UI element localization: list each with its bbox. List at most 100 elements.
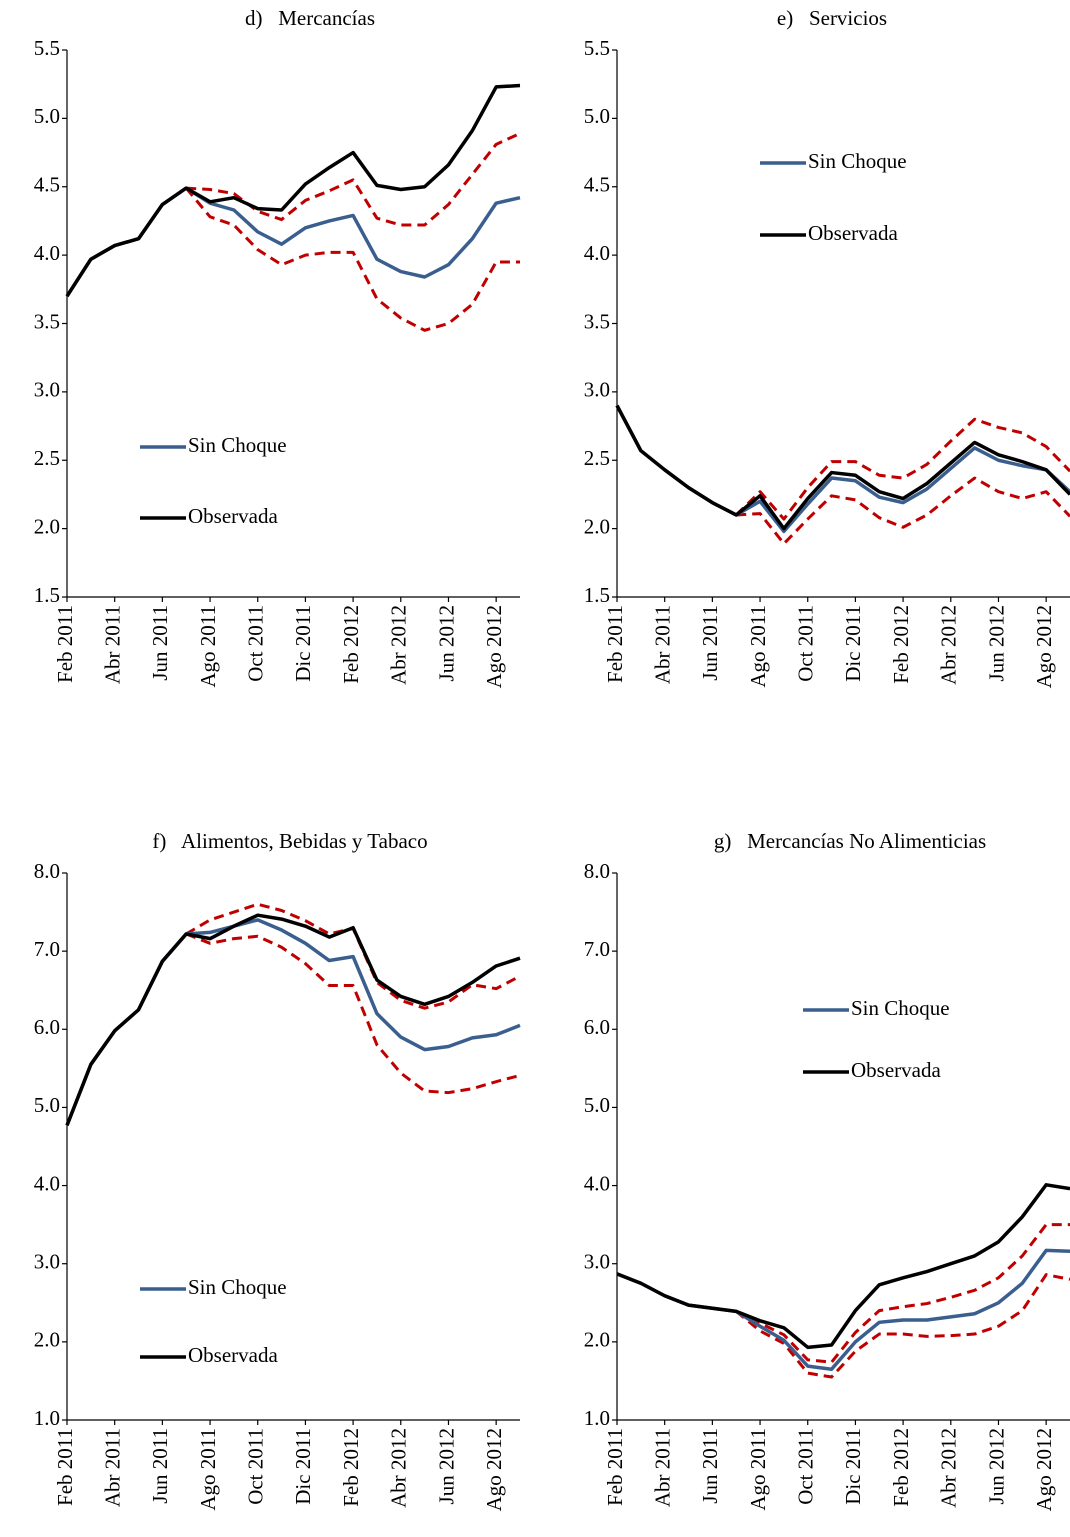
- x-tick-label: Feb 2012: [339, 1428, 363, 1507]
- chart-title: e) Servicios: [777, 6, 887, 30]
- band-line: [735, 1273, 1070, 1379]
- series-line: [616, 1248, 1070, 1371]
- legend-label: Observada: [808, 221, 898, 245]
- y-tick-label: 1.0: [34, 1406, 60, 1430]
- x-tick-label: Jun 2011: [698, 605, 722, 681]
- band-line: [735, 417, 1070, 521]
- x-tick-label: Dic 2011: [291, 1428, 315, 1505]
- series-line: [615, 404, 1070, 531]
- x-tick-label: Dic 2011: [841, 605, 865, 682]
- y-tick-label: 2.0: [584, 514, 610, 538]
- legend-label: Sin Choque: [188, 433, 287, 457]
- y-tick-label: 5.5: [34, 36, 60, 60]
- x-tick-label: Jun 2012: [984, 1428, 1008, 1504]
- y-tick-label: 7.0: [34, 937, 60, 961]
- y-tick-label: 2.5: [34, 446, 60, 470]
- x-tick-label: Abr 2011: [650, 605, 674, 684]
- y-tick-label: 6.0: [584, 1015, 610, 1039]
- x-tick-label: Jun 2012: [434, 605, 458, 681]
- y-tick-label: 3.5: [34, 309, 60, 333]
- y-tick-label: 5.0: [584, 1093, 610, 1117]
- y-tick-label: 4.0: [34, 241, 60, 265]
- legend-label: Sin Choque: [851, 996, 950, 1020]
- x-tick-label: Feb 2012: [339, 605, 363, 684]
- legend-label: Observada: [851, 1058, 941, 1082]
- y-tick-label: 2.0: [584, 1328, 610, 1352]
- x-tick-label: Jun 2012: [434, 1428, 458, 1504]
- x-tick-label: Jun 2011: [148, 605, 172, 681]
- y-tick-label: 4.0: [584, 241, 610, 265]
- series-line: [65, 918, 521, 1127]
- x-tick-label: Ago 2012: [1032, 1428, 1056, 1511]
- legend-label: Sin Choque: [808, 149, 907, 173]
- x-tick-label: Ago 2012: [482, 1428, 506, 1511]
- legend-label: Observada: [188, 504, 278, 528]
- x-tick-label: Ago 2011: [746, 605, 770, 688]
- x-tick-label: Abr 2012: [937, 605, 961, 685]
- x-tick-label: Abr 2011: [100, 605, 124, 684]
- x-tick-label: Oct 2011: [244, 1428, 268, 1505]
- y-tick-label: 3.0: [34, 1250, 60, 1274]
- y-tick-label: 4.5: [34, 173, 60, 197]
- y-tick-label: 8.0: [34, 859, 60, 883]
- y-tick-label: 5.0: [34, 1093, 60, 1117]
- x-tick-label: Oct 2011: [794, 605, 818, 682]
- series-line: [65, 913, 521, 1127]
- x-tick-label: Abr 2011: [650, 1428, 674, 1507]
- x-tick-label: Feb 2012: [889, 605, 913, 684]
- x-tick-label: Abr 2012: [387, 605, 411, 685]
- band-line: [185, 932, 521, 1095]
- band-line: [736, 476, 1070, 546]
- x-tick-label: Ago 2011: [196, 1428, 220, 1511]
- y-tick-label: 3.0: [584, 378, 610, 402]
- band-line: [735, 1223, 1070, 1364]
- series-line: [615, 404, 1070, 534]
- y-tick-label: 2.5: [584, 446, 610, 470]
- x-tick-label: Feb 2012: [889, 1428, 913, 1507]
- y-tick-label: 5.5: [584, 36, 610, 60]
- y-tick-label: 3.5: [584, 309, 610, 333]
- x-tick-label: Feb 2011: [53, 605, 77, 683]
- y-tick-label: 1.5: [34, 583, 60, 607]
- x-tick-label: Ago 2012: [482, 605, 506, 688]
- y-tick-label: 2.0: [34, 1328, 60, 1352]
- y-tick-label: 5.0: [34, 104, 60, 128]
- x-tick-label: Jun 2012: [984, 605, 1008, 681]
- x-tick-label: Dic 2011: [291, 605, 315, 682]
- legend-label: Observada: [188, 1343, 278, 1367]
- x-tick-label: Abr 2011: [100, 1428, 124, 1507]
- y-tick-label: 4.0: [584, 1171, 610, 1195]
- y-tick-label: 3.0: [34, 378, 60, 402]
- series-line: [65, 83, 521, 298]
- chart-title: g) Mercancías No Alimenticias: [714, 829, 986, 853]
- x-tick-label: Oct 2011: [244, 605, 268, 682]
- y-tick-label: 7.0: [584, 937, 610, 961]
- y-tick-label: 2.0: [34, 514, 60, 538]
- x-tick-label: Oct 2011: [794, 1428, 818, 1505]
- legend-label: Sin Choque: [188, 1275, 287, 1299]
- series-line: [616, 1183, 1070, 1350]
- band-line: [185, 187, 520, 332]
- x-tick-label: Ago 2011: [196, 605, 220, 688]
- series-line: [65, 186, 521, 298]
- y-tick-label: 3.0: [584, 1250, 610, 1274]
- chart-title: f) Alimentos, Bebidas y Tabaco: [152, 829, 427, 853]
- y-tick-label: 1.5: [584, 583, 610, 607]
- x-tick-label: Ago 2011: [746, 1428, 770, 1511]
- x-tick-label: Ago 2012: [1032, 605, 1056, 688]
- x-tick-label: Jun 2011: [148, 1428, 172, 1504]
- x-tick-label: Feb 2011: [603, 605, 627, 683]
- x-tick-label: Abr 2012: [387, 1428, 411, 1508]
- y-tick-label: 6.0: [34, 1015, 60, 1039]
- x-tick-label: Feb 2011: [603, 1428, 627, 1506]
- x-tick-label: Feb 2011: [53, 1428, 77, 1506]
- y-tick-label: 1.0: [584, 1406, 610, 1430]
- y-tick-label: 4.5: [584, 173, 610, 197]
- x-tick-label: Jun 2011: [698, 1428, 722, 1504]
- x-tick-label: Abr 2012: [937, 1428, 961, 1508]
- chart-title: d) Mercancías: [245, 6, 375, 30]
- y-tick-label: 5.0: [584, 104, 610, 128]
- y-tick-label: 8.0: [584, 859, 610, 883]
- y-tick-label: 4.0: [34, 1171, 60, 1195]
